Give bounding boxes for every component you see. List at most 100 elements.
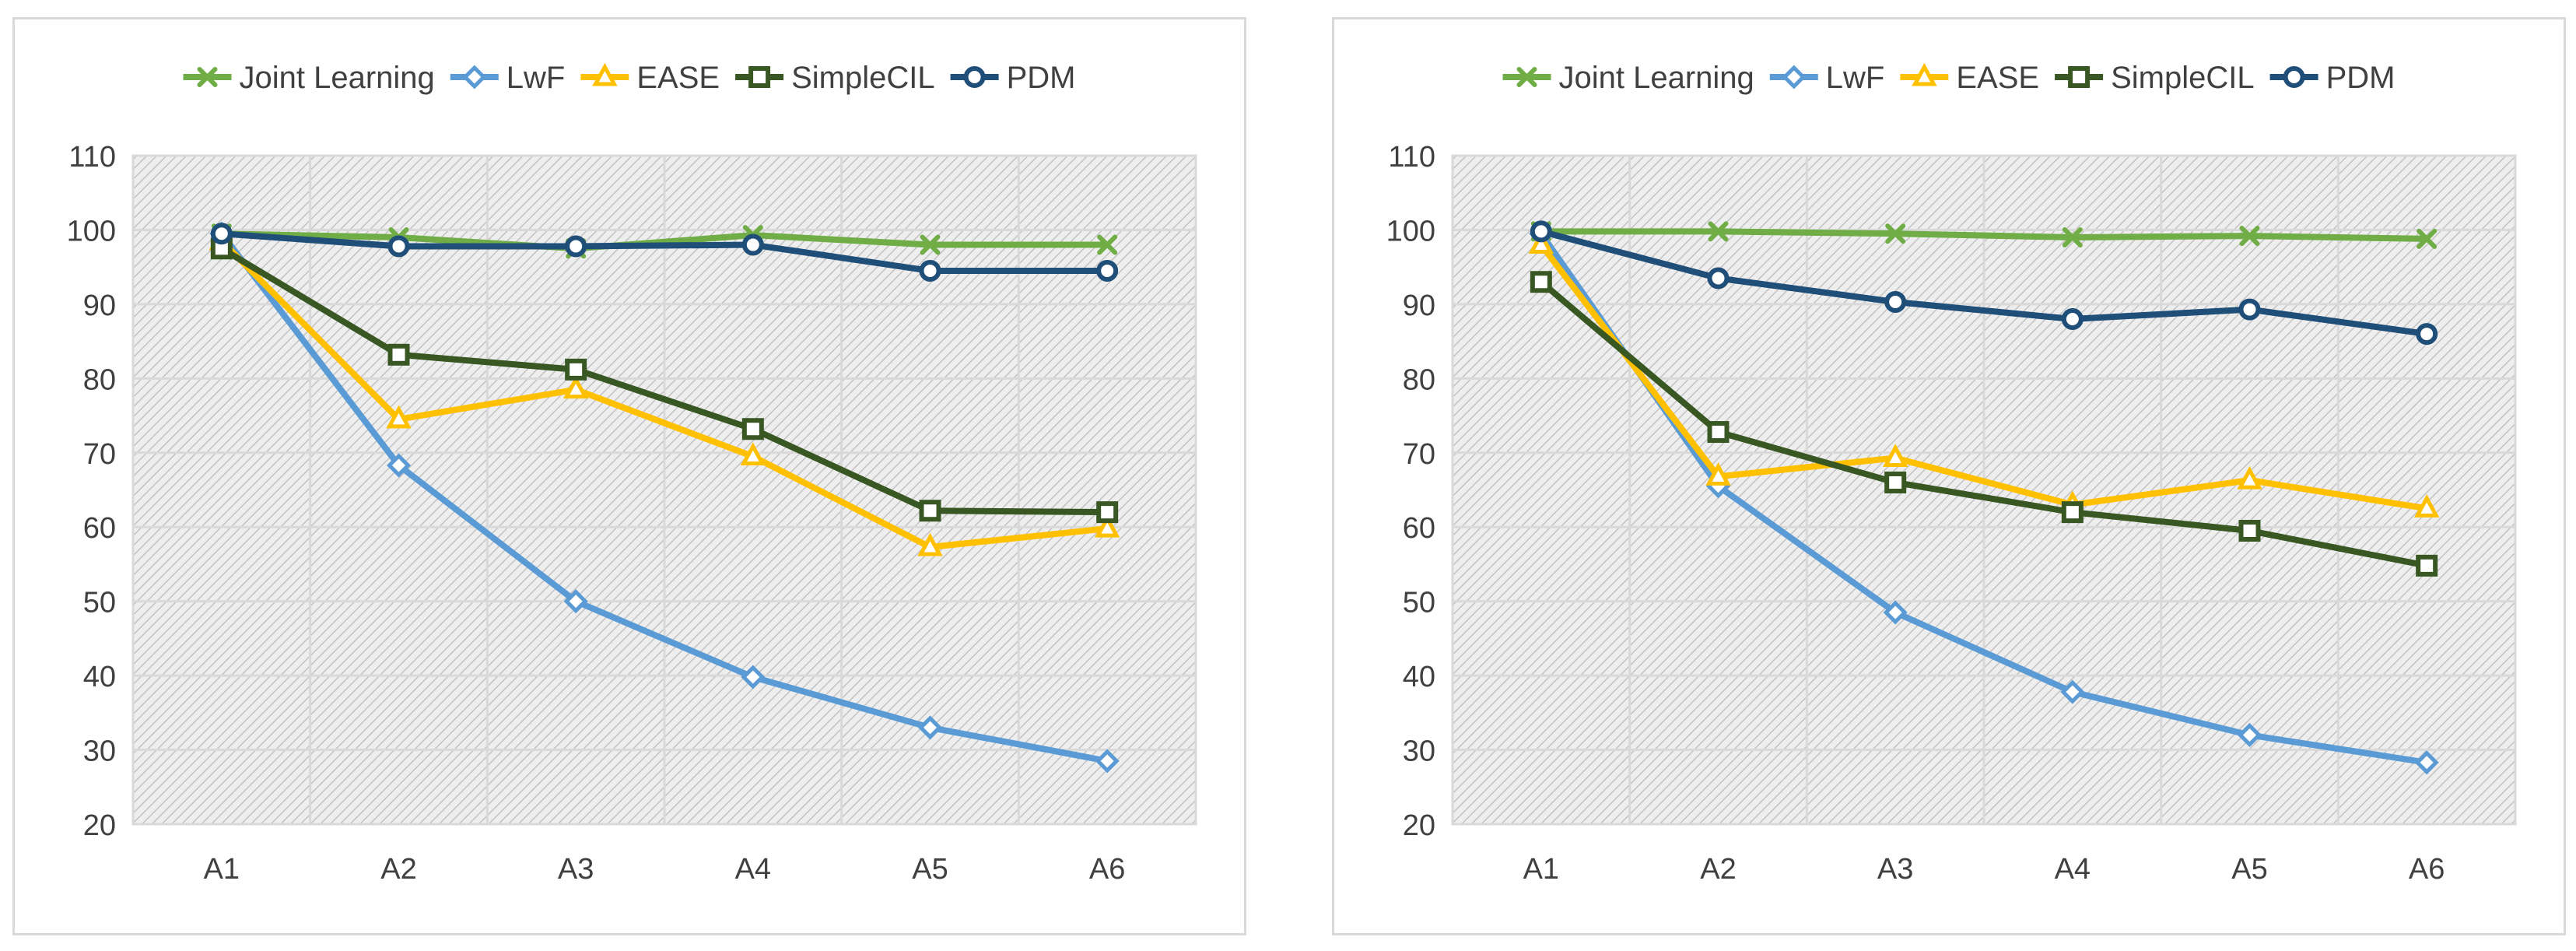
- series-line: [1537, 230, 2431, 766]
- data-point: [1884, 471, 1907, 493]
- chart-panel-right: 20 30 40 50 60 70 80 90 100 110 A1 A2 A3 A4 A5 A6 Joint …: [1332, 17, 2566, 935]
- series-line: [218, 237, 1111, 550]
- legend-marker: [1782, 65, 1807, 89]
- data-point: [2416, 323, 2438, 346]
- legend-label: LwF: [506, 61, 566, 95]
- y-tick-label: 30: [1403, 735, 1435, 768]
- legend-marker: [963, 66, 986, 88]
- legend-item-simplecil: SimpleCIL: [2055, 61, 2255, 95]
- series-line: [218, 230, 1111, 274]
- legend-item-lwf: LwF: [1769, 61, 1885, 95]
- data-point: [2417, 228, 2438, 249]
- x-tick-label: A3: [558, 853, 594, 886]
- x-tick-label: A6: [1089, 853, 1125, 886]
- series-pdm: [1530, 220, 2438, 346]
- data-point: [1530, 220, 1552, 243]
- data-point: [1883, 600, 1908, 625]
- y-tick-label: 60: [83, 512, 116, 545]
- data-point: [1705, 462, 1731, 486]
- data-point: [1884, 291, 1907, 314]
- y-tick-label: 50: [1403, 587, 1435, 619]
- data-point: [386, 453, 412, 478]
- data-point: [919, 500, 941, 522]
- x-tick-label: A5: [912, 853, 948, 886]
- y-tick-label: 100: [67, 215, 116, 247]
- chart-panel-left: 20 30 40 50 60 70 80 90 100 110 A1 A2 A3 A4 A5 A6 Joint …: [12, 17, 1246, 935]
- legend-item-lwf: LwF: [450, 61, 566, 95]
- y-tick-label: 30: [83, 735, 116, 768]
- data-point: [741, 233, 764, 256]
- data-point: [740, 442, 766, 466]
- series-line: [1537, 228, 2431, 338]
- data-point: [565, 235, 587, 258]
- series-pdm: [210, 223, 1119, 282]
- data-point: [1885, 223, 1906, 244]
- line-chart-left: 20 30 40 50 60 70 80 90 100 110 A1 A2 A3 A4 A5 A6 Joint …: [67, 61, 1197, 886]
- legend-label: PDM: [2326, 61, 2396, 95]
- legend-item-joint-learning: Joint Learning: [183, 61, 435, 95]
- y-tick-label: 50: [83, 587, 116, 619]
- data-point: [1528, 230, 1554, 254]
- x-tick-label: A2: [1700, 853, 1736, 886]
- data-point: [2238, 298, 2261, 321]
- series-line: [1537, 279, 2431, 569]
- data-point: [2061, 307, 2084, 330]
- x-tick-label: A1: [1523, 853, 1559, 886]
- legend-label: LwF: [1826, 61, 1885, 95]
- y-tick-label: 70: [1403, 438, 1435, 471]
- series-line: [218, 230, 1111, 252]
- line-chart-right: 20 30 40 50 60 70 80 90 100 110 A1 A2 A3 A4 A5 A6 Joint …: [1386, 61, 2517, 886]
- data-point: [919, 259, 941, 282]
- data-point: [917, 532, 943, 556]
- y-tick-label: 80: [83, 363, 116, 396]
- legend-label: EASE: [1956, 61, 2039, 95]
- data-point: [565, 358, 587, 381]
- plot-border: [1451, 154, 2517, 826]
- y-tick-label: 80: [1403, 363, 1435, 396]
- legend-marker: [197, 67, 218, 87]
- data-point: [1707, 267, 1730, 290]
- plot-border: [131, 154, 1197, 826]
- x-tick-label: A4: [2055, 853, 2091, 886]
- data-point: [1530, 271, 1552, 293]
- data-point: [2061, 501, 2084, 524]
- data-point: [2060, 679, 2085, 704]
- y-tick-label: 110: [68, 141, 116, 174]
- data-point: [2239, 226, 2260, 247]
- data-point: [2237, 465, 2262, 490]
- data-point: [917, 715, 943, 740]
- data-point: [920, 234, 941, 255]
- y-tick-label: 70: [83, 438, 116, 471]
- y-tick-label: 20: [1403, 809, 1435, 842]
- legend-item-simplecil: SimpleCIL: [735, 61, 935, 95]
- data-point: [2414, 750, 2439, 775]
- data-point: [387, 343, 410, 366]
- series-simplecil: [210, 237, 1119, 524]
- data-point: [386, 405, 412, 429]
- data-point: [2416, 554, 2438, 577]
- legend-label: PDM: [1007, 61, 1076, 95]
- legend-label: Joint Learning: [1559, 61, 1754, 95]
- legend-label: EASE: [636, 61, 720, 95]
- y-tick-label: 40: [83, 661, 116, 693]
- data-point: [1095, 749, 1120, 774]
- data-point: [210, 223, 233, 245]
- legend: Joint Learning LwF EASE SimpleCIL PDM: [1502, 61, 2396, 95]
- y-tick-label: 90: [1403, 290, 1435, 322]
- legend-marker: [2283, 66, 2305, 88]
- legend-item-joint-learning: Joint Learning: [1502, 61, 1754, 95]
- legend-label: Joint Learning: [240, 61, 435, 95]
- data-point: [1882, 444, 1908, 467]
- data-point: [1096, 501, 1119, 524]
- x-tick-label: A3: [1877, 853, 1913, 886]
- y-tick-label: 40: [1403, 661, 1435, 693]
- legend-marker: [1912, 62, 1937, 86]
- x-tick-label: A5: [2231, 853, 2267, 886]
- x-tick-label: A1: [204, 853, 240, 886]
- series-line: [218, 245, 1111, 516]
- data-point: [741, 418, 764, 440]
- data-point: [1096, 259, 1119, 282]
- legend-label: SimpleCIL: [2111, 61, 2255, 95]
- data-point: [1097, 234, 1118, 255]
- y-tick-label: 100: [1386, 215, 1435, 247]
